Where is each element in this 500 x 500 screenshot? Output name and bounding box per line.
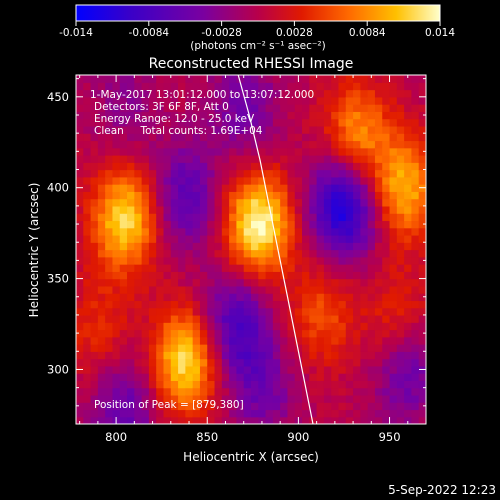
solar-limb-curve (237, 75, 314, 424)
axis-ticks: 800 850 900 950 300 350 400 450 (47, 75, 427, 444)
colorbar (75, 4, 441, 22)
y-axis-label: Heliocentric Y (arcsec) (27, 183, 41, 318)
colorbar-tick-label: -0.0084 (129, 27, 170, 39)
x-tick-label: 850 (196, 430, 218, 444)
x-axis-label: Heliocentric X (arcsec) (183, 450, 319, 464)
colorbar-tick-label: 0.0084 (349, 27, 386, 39)
y-tick-label: 300 (47, 362, 69, 376)
colorbar-ticks: -0.014 -0.0084 -0.0028 0.0028 0.0084 0.014 (59, 21, 455, 39)
colorbar-tick-label: -0.014 (59, 27, 93, 39)
info-clean-counts: Clean Total counts: 1.69E+04 (94, 125, 263, 137)
y-tick-label: 350 (47, 272, 69, 286)
heatmap-image (76, 75, 426, 424)
info-energy-range: Energy Range: 12.0 - 25.0 keV (94, 113, 255, 125)
colorbar-units: (photons cm⁻² s⁻¹ asec⁻²) (190, 40, 325, 52)
y-tick-label: 450 (47, 90, 69, 104)
x-tick-label: 950 (379, 430, 401, 444)
chart-title: Reconstructed RHESSI Image (149, 56, 354, 72)
colorbar-tick-label: 0.014 (425, 27, 455, 39)
x-tick-label: 800 (105, 430, 127, 444)
info-time-range: 1-May-2017 13:01:12.000 to 13:07:12.000 (90, 89, 314, 101)
footer-timestamp: 5-Sep-2022 12:23 (388, 483, 496, 497)
peak-position-label: Position of Peak = [879,380] (94, 399, 244, 411)
y-tick-label: 400 (47, 181, 69, 195)
colorbar-tick-label: -0.0028 (201, 27, 242, 39)
plot-frame (75, 74, 427, 425)
info-detectors: Detectors: 3F 6F 8F, Att 0 (94, 101, 229, 113)
x-tick-label: 900 (287, 430, 309, 444)
colorbar-tick-label: 0.0028 (276, 27, 313, 39)
